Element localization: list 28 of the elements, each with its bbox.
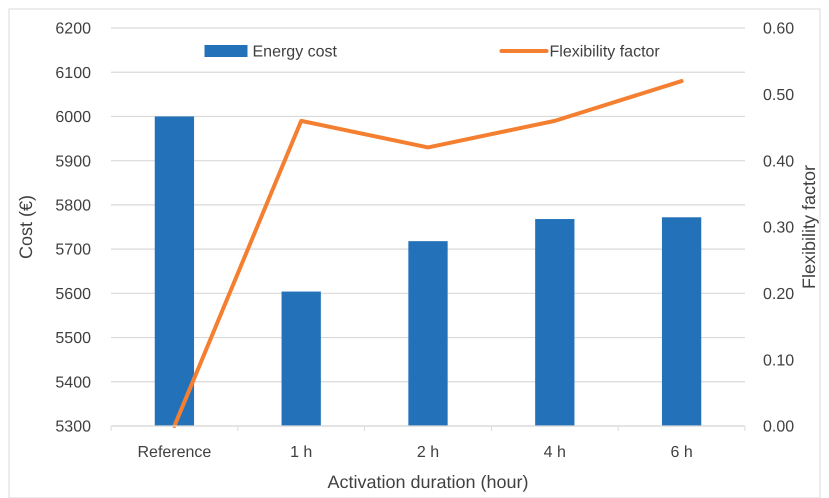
y2-tick-label: 0.60 (763, 20, 794, 38)
x-tick-label: 4 h (544, 444, 566, 461)
y-tick-label: 5400 (55, 374, 92, 392)
y2-tick-label: 0.10 (763, 352, 794, 370)
y-tick-label: 5600 (55, 286, 92, 303)
y-tick-label: 5700 (55, 242, 92, 259)
y2-tick-label: 0.40 (763, 153, 794, 170)
x-tick-label: 2 h (416, 444, 440, 461)
x-tick-label: 6 h (670, 444, 693, 461)
y-tick-label: 6000 (55, 109, 92, 126)
y2-axis-title: Flexibility factor (799, 164, 819, 290)
y-tick-label: 5900 (55, 153, 92, 170)
legend-label: Energy cost (252, 44, 338, 61)
y2-tick-label: 0.00 (763, 418, 794, 436)
y-tick-label: 5300 (55, 418, 92, 436)
y2-tick-label: 0.30 (763, 220, 794, 237)
y-tick-label: 6100 (55, 64, 92, 82)
x-tick-label: Reference (137, 444, 212, 461)
x-tick-label: 1 h (290, 444, 312, 461)
y2-tick-label: 0.20 (763, 286, 794, 303)
y-tick-label: 6200 (55, 20, 92, 38)
y2-tick-label: 0.50 (763, 86, 794, 104)
y-axis-title: Cost (€) (16, 194, 36, 260)
line-series (172, 79, 684, 428)
x-axis-title: Activation duration (hour) (327, 472, 529, 492)
y-tick-label: 5500 (55, 330, 92, 348)
legend-label: Flexibility factor (550, 44, 660, 61)
y-tick-label: 5800 (55, 197, 92, 214)
